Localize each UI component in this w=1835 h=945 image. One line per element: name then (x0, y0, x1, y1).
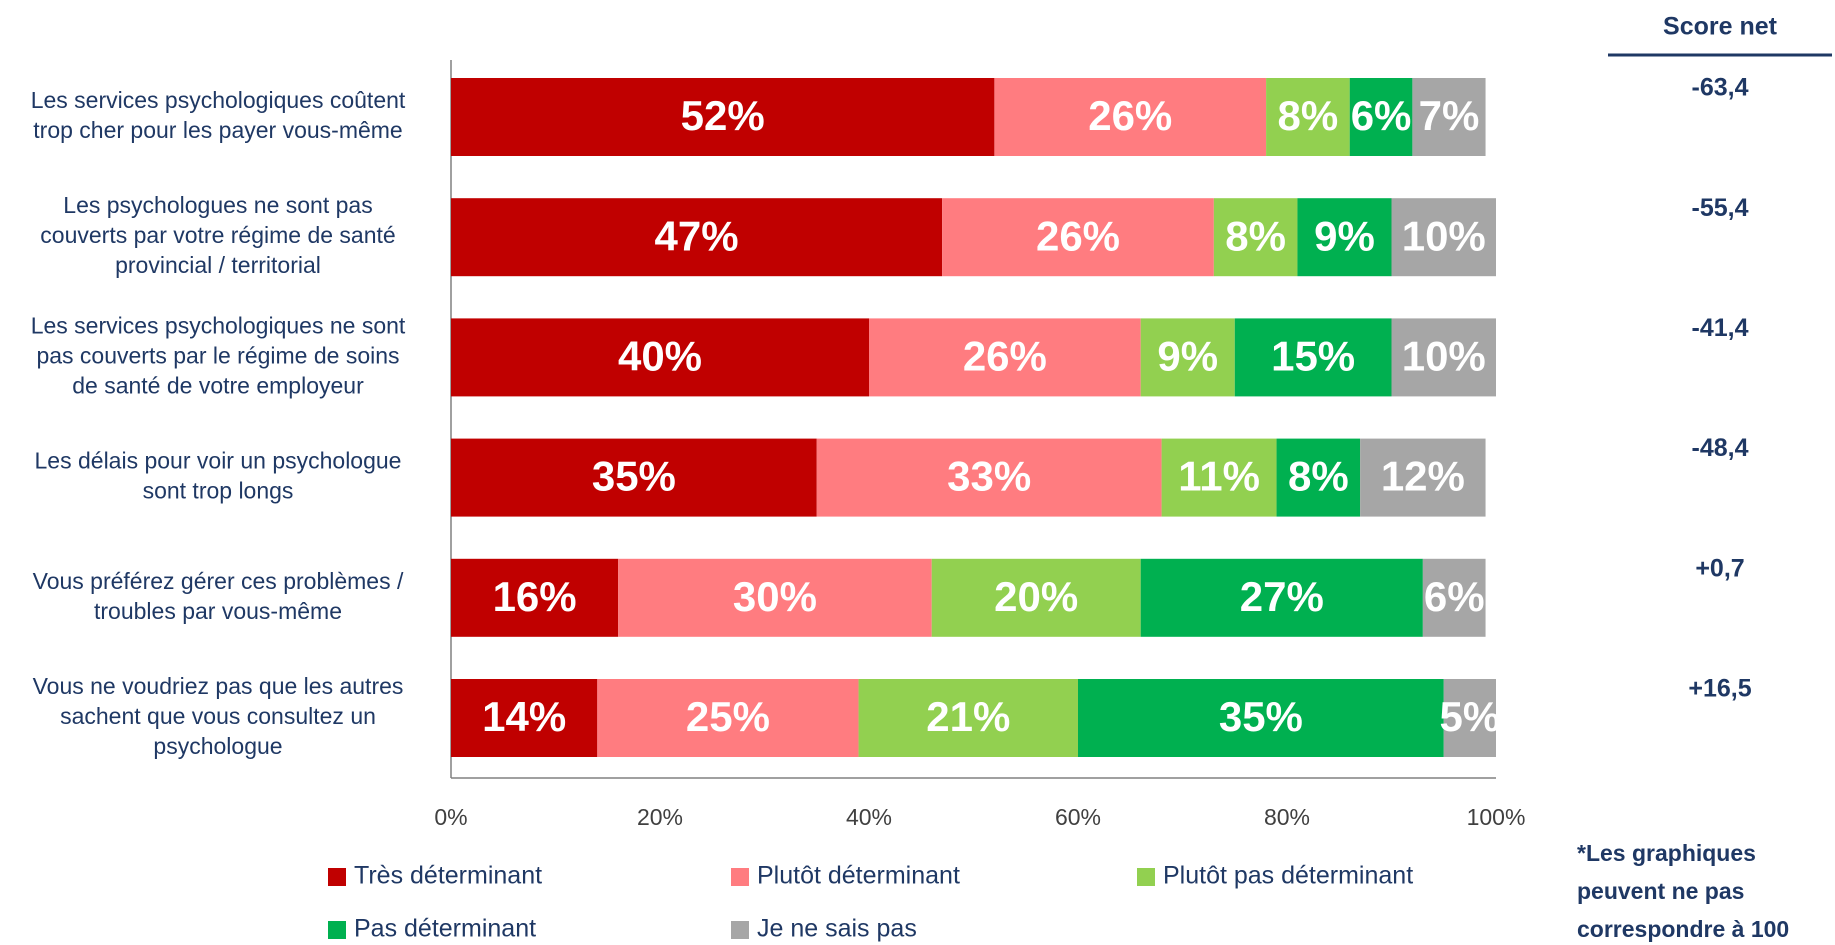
category-label: Vous ne voudriez pas que les autres sache… (33, 673, 404, 759)
legend-label: Plutôt déterminant (757, 862, 960, 890)
legend-swatch (328, 868, 346, 886)
data-label: 6% (1424, 573, 1485, 620)
bar-segment (451, 78, 995, 156)
x-tick-label: 0% (434, 804, 467, 830)
x-tick-label: 80% (1264, 804, 1310, 830)
score-net-value: -63,4 (1692, 74, 1749, 102)
bar-segment (1391, 318, 1496, 397)
data-label: 16% (493, 573, 577, 620)
bar-segment (1412, 78, 1486, 156)
bar-segment (1140, 318, 1235, 397)
data-label: 15% (1271, 332, 1355, 379)
bar-segment (931, 558, 1141, 637)
x-tick-label: 20% (637, 804, 683, 830)
x-tick-label: 40% (846, 804, 892, 830)
bar-segment (994, 78, 1267, 156)
data-label: 9% (1314, 212, 1375, 259)
score-net-value: +0,7 (1695, 554, 1744, 582)
data-label: 12% (1381, 453, 1465, 500)
data-label: 11% (1178, 453, 1260, 500)
bar-segment (597, 679, 859, 757)
data-label: 5% (1440, 693, 1501, 740)
category-label: Vous préférez gérer ces problèmes / troub… (33, 568, 404, 624)
x-tick-label: 60% (1055, 804, 1101, 830)
bar-segment (1360, 438, 1486, 517)
data-label: 10% (1402, 212, 1486, 259)
bar-segment (1276, 438, 1361, 517)
category-label: Les psychologues ne sont pas couverts par… (40, 192, 395, 278)
data-label: 26% (1088, 92, 1172, 139)
bar-segment (1078, 679, 1444, 757)
data-label: 26% (1036, 212, 1120, 259)
bar-segment (1234, 318, 1392, 397)
bar-segment (816, 438, 1162, 517)
data-label: 40% (618, 332, 702, 379)
footnote: *Les graphiques peuvent ne pas correspondr… (1577, 840, 1789, 942)
x-tick-label: 100% (1467, 804, 1526, 830)
data-label: 7% (1419, 92, 1480, 139)
data-label: 10% (1402, 332, 1486, 379)
data-label: 14% (482, 693, 566, 740)
data-label: 35% (1219, 693, 1303, 740)
data-label: 8% (1278, 92, 1339, 139)
data-label: 27% (1240, 573, 1324, 620)
data-label: 8% (1225, 212, 1286, 259)
data-label: 52% (681, 92, 765, 139)
bar-segment (1422, 558, 1486, 637)
data-label: 47% (655, 212, 739, 259)
bar-segment (1213, 198, 1298, 277)
legend-swatch (731, 921, 749, 939)
data-label: 26% (963, 332, 1047, 379)
legend-label: Plutôt pas déterminant (1163, 862, 1413, 890)
data-label: 25% (686, 693, 770, 740)
data-label: 20% (994, 573, 1078, 620)
category-label: Les délais pour voir un psychologue sont … (35, 448, 402, 504)
legend-swatch (1137, 868, 1155, 886)
bar-segment (858, 679, 1078, 757)
bar-segment (451, 198, 943, 277)
data-label: 33% (947, 453, 1031, 500)
category-label: Les services psychologiques coûtent trop … (31, 87, 406, 143)
bar-segment (1140, 558, 1423, 637)
bar-segment (1391, 198, 1496, 277)
bar-segment (1443, 679, 1496, 757)
category-label: Les services psychologiques ne sont pas c… (31, 312, 406, 398)
bar-segment (618, 558, 932, 637)
score-net-value: -55,4 (1692, 194, 1749, 222)
data-label: 30% (733, 573, 817, 620)
bar-segment (1297, 198, 1392, 277)
bar-segment (451, 558, 619, 637)
bar-segment (451, 318, 869, 397)
legend-label: Très déterminant (354, 862, 542, 890)
bar-segment (1161, 438, 1277, 517)
data-label: 35% (592, 453, 676, 500)
score-net-value: -48,4 (1692, 434, 1749, 462)
legend-label: Je ne sais pas (757, 915, 917, 943)
bar-segment (869, 318, 1141, 397)
score-net-title: Score net (1663, 13, 1778, 41)
score-net-value: -41,4 (1692, 314, 1749, 342)
data-label: 6% (1351, 92, 1412, 139)
legend-swatch (328, 921, 346, 939)
data-label: 8% (1288, 453, 1349, 500)
data-label: 9% (1157, 332, 1218, 379)
score-net-value: +16,5 (1688, 675, 1751, 703)
bar-segment (1349, 78, 1413, 156)
data-label: 21% (926, 693, 1010, 740)
legend-swatch (731, 868, 749, 886)
bar-segment (1266, 78, 1350, 156)
legend-label: Pas déterminant (354, 915, 536, 943)
bar-segment (451, 679, 598, 757)
bar-segment (942, 198, 1214, 277)
bar-segment (451, 438, 817, 517)
